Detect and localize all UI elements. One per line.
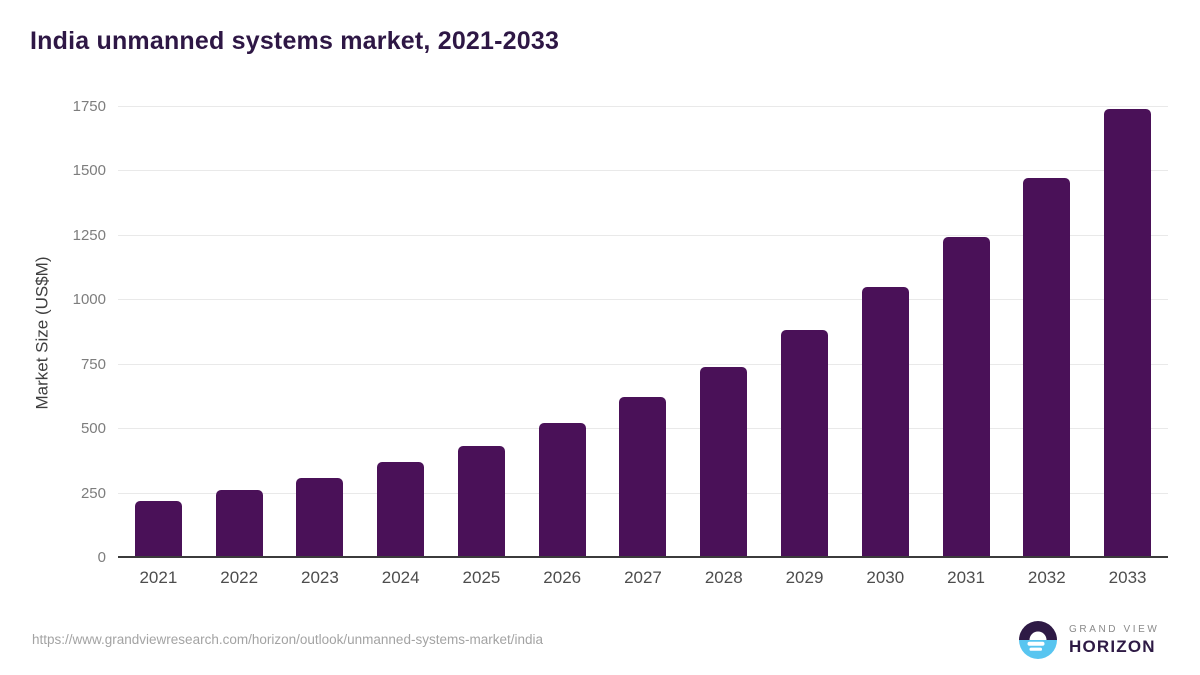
- bar-2023: [296, 477, 344, 558]
- x-tick-label-2027: 2027: [624, 568, 662, 587]
- y-tick-label-500: 500: [80, 420, 106, 438]
- y-tick-label-750: 750: [80, 355, 106, 373]
- bar-2022: [215, 490, 263, 558]
- gridline-1500: [118, 170, 1168, 172]
- brand-logo: GRAND VIEW HORIZON: [1019, 621, 1159, 659]
- bar-slot-2033: [1087, 107, 1168, 558]
- x-tick-label-2033: 2033: [1108, 568, 1147, 587]
- bar-slot-2021: [118, 107, 199, 558]
- y-tick-label-1250: 1250: [72, 226, 106, 244]
- bars-row: [118, 107, 1168, 558]
- logo-text: GRAND VIEW HORIZON: [1069, 624, 1159, 657]
- bar-slot-2028: [683, 107, 764, 558]
- bar-2030: [861, 287, 909, 558]
- y-axis-tick-labels: 0 250 500 750 1000 1250 1500 1750: [0, 98, 106, 566]
- bar-slot-2029: [764, 107, 845, 558]
- x-axis-baseline: [118, 556, 1168, 558]
- x-tick-label-2031: 2031: [947, 568, 985, 587]
- bar-2028: [700, 366, 748, 558]
- gridline-1250: [118, 234, 1168, 236]
- bar-slot-2030: [845, 107, 926, 558]
- horizon-sunrise-icon: [1019, 621, 1057, 659]
- y-tick-label-1500: 1500: [72, 162, 106, 180]
- x-tick-label-2028: 2028: [704, 568, 743, 587]
- x-tick-label-2032: 2032: [1027, 568, 1066, 587]
- x-tick-label-2025: 2025: [462, 568, 501, 587]
- bar-slot-2025: [441, 107, 522, 558]
- x-axis-tick-labels: 2021 2022 2023 2024 2025 2026 2027 2028 2029 2030…: [118, 568, 1168, 588]
- bar-2027: [619, 396, 667, 558]
- x-tick-label-2023: 2023: [301, 568, 339, 587]
- x-tick-label-2024: 2024: [381, 568, 420, 587]
- y-tick-label-0: 0: [97, 549, 106, 566]
- bar-slot-2031: [926, 107, 1007, 558]
- bar-slot-2023: [280, 107, 361, 558]
- logo-product-name: HORIZON: [1069, 636, 1156, 656]
- x-tick-label-2029: 2029: [785, 568, 824, 587]
- chart-title: India unmanned systems market, 2021-2033: [30, 27, 560, 55]
- gridline-1750: [118, 106, 1168, 107]
- bar-2025: [457, 446, 505, 558]
- bar-2026: [538, 423, 586, 558]
- bar-2033: [1104, 109, 1152, 558]
- bar-2031: [942, 236, 990, 558]
- bar-slot-2032: [1006, 107, 1087, 558]
- bar-slot-2022: [199, 107, 280, 558]
- x-tick-label-2021: 2021: [139, 568, 178, 587]
- y-tick-label-250: 250: [80, 484, 106, 502]
- logo-brand-name: GRAND VIEW: [1069, 623, 1160, 635]
- y-tick-label-1000: 1000: [72, 291, 106, 309]
- bar-2021: [134, 500, 182, 558]
- bar-2032: [1023, 178, 1071, 558]
- bar-slot-2024: [360, 107, 441, 558]
- source-url: https://www.grandviewresearch.com/horizo…: [32, 632, 543, 647]
- y-tick-label-1750: 1750: [72, 98, 106, 115]
- gridline-1000: [118, 299, 1168, 301]
- gridline-750: [118, 363, 1168, 365]
- x-tick-label-2030: 2030: [866, 568, 905, 587]
- bar-slot-2027: [603, 107, 684, 558]
- x-tick-label-2026: 2026: [543, 568, 582, 587]
- bar-2029: [781, 330, 828, 558]
- x-tick-label-2022: 2022: [220, 568, 259, 587]
- bar-2024: [377, 462, 425, 558]
- bar-slot-2026: [522, 107, 603, 558]
- plot-area: [118, 106, 1168, 558]
